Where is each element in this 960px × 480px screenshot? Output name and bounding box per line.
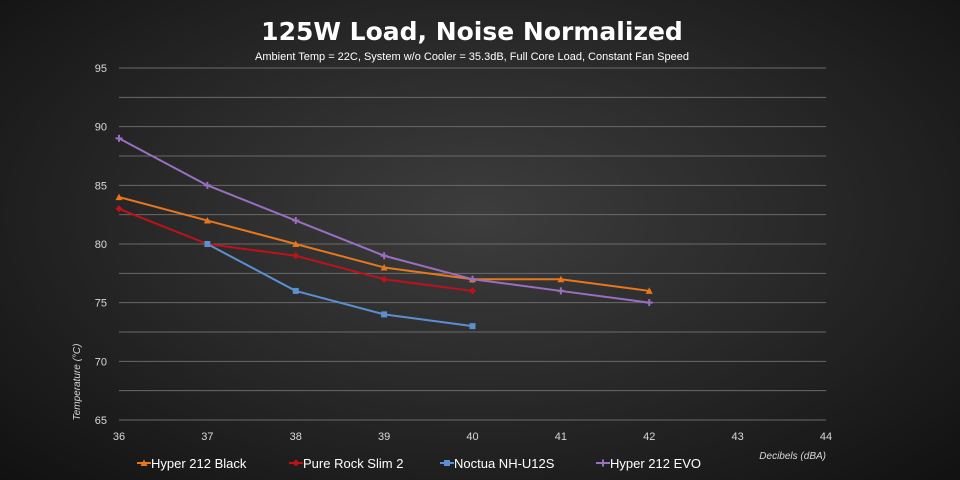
- y-axis-label: Temperature (°C): [72, 344, 83, 421]
- legend-marker: [140, 459, 148, 466]
- x-tick-label: 43: [732, 431, 744, 443]
- x-tick-label: 40: [466, 431, 478, 443]
- series-2: [204, 241, 476, 330]
- gridlines: [119, 67, 826, 421]
- data-point: [380, 263, 388, 271]
- y-tick-label: 90: [95, 122, 107, 134]
- y-tick-label: 95: [95, 63, 107, 75]
- legend-item: Pure Rock Slim 2: [289, 456, 403, 471]
- chart-title: 125W Load, Noise Normalized: [261, 17, 683, 46]
- legend-marker: [292, 459, 300, 467]
- legend-label: Hyper 212 EVO: [610, 456, 701, 471]
- data-point: [381, 311, 388, 318]
- y-tick-label: 75: [95, 298, 107, 310]
- legend-item: Hyper 212 Black: [137, 456, 247, 471]
- data-point: [204, 241, 211, 247]
- x-tick-label: 44: [820, 431, 832, 443]
- x-tick-label: 37: [201, 431, 213, 443]
- data-point: [292, 252, 300, 260]
- legend-item: Hyper 212 EVO: [596, 456, 701, 471]
- data-point: [292, 240, 300, 247]
- legend: Hyper 212 Black Pure Rock Slim 2 Noctua NH…: [137, 456, 701, 471]
- y-tick-label: 70: [95, 356, 107, 368]
- data-point: [557, 287, 565, 295]
- axis-ticks: 65 70 75 80 85 90 95 36 37 38 39 40 41 42 43 44: [95, 63, 832, 443]
- data-point: [469, 287, 476, 295]
- legend-item: Noctua NH-U12S: [440, 456, 555, 471]
- series-3: [115, 134, 653, 307]
- data-point: [292, 287, 299, 294]
- x-tick-label: 39: [378, 431, 390, 443]
- y-tick-label: 65: [95, 415, 107, 427]
- x-axis-label: Decibels (dBA): [759, 451, 826, 462]
- series-lines: [115, 134, 653, 330]
- data-point: [469, 275, 476, 283]
- data-point: [645, 287, 653, 294]
- legend-label: Pure Rock Slim 2: [303, 456, 403, 471]
- data-point: [557, 275, 565, 283]
- data-point: [380, 275, 388, 283]
- chart-subtitle: Ambient Temp = 22C, System w/o Cooler = …: [255, 51, 689, 63]
- y-tick-label: 80: [95, 239, 107, 251]
- legend-marker: [599, 459, 607, 467]
- data-point: [115, 193, 123, 201]
- x-tick-label: 42: [643, 431, 655, 443]
- data-point: [469, 323, 476, 330]
- legend-label: Hyper 212 Black: [151, 456, 247, 471]
- legend-marker: [444, 460, 450, 466]
- x-tick-label: 38: [290, 431, 302, 443]
- x-tick-label: 36: [113, 431, 125, 443]
- x-tick-label: 41: [555, 431, 567, 443]
- data-point: [115, 205, 123, 213]
- data-point: [292, 217, 300, 225]
- data-point: [645, 299, 653, 307]
- data-point: [203, 217, 211, 224]
- data-point: [380, 252, 388, 260]
- data-point: [203, 181, 211, 189]
- legend-label: Noctua NH-U12S: [454, 456, 555, 471]
- data-point: [115, 134, 123, 142]
- series-line: [206, 243, 473, 328]
- y-tick-label: 85: [95, 180, 107, 192]
